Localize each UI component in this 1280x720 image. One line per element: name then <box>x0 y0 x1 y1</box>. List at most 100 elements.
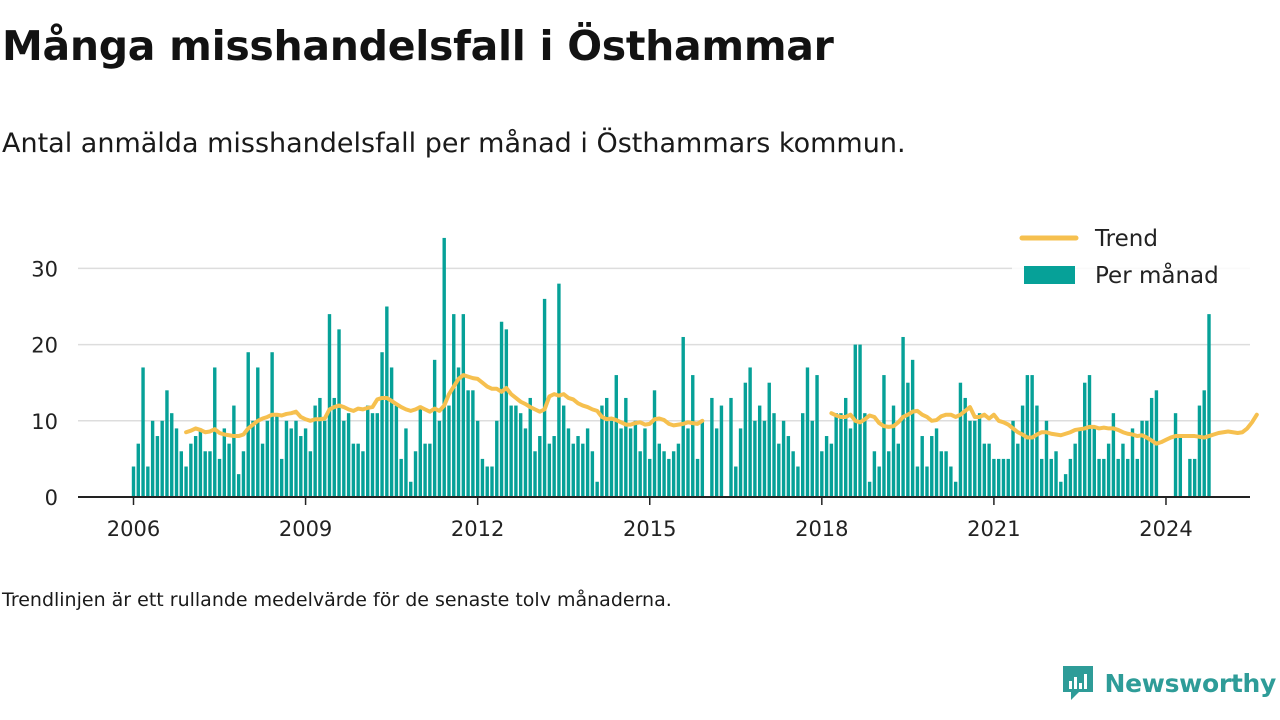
bar <box>676 443 681 497</box>
bar <box>155 436 160 497</box>
bar <box>590 451 595 497</box>
x-tick-label: 2015 <box>623 517 676 541</box>
bar <box>327 314 332 497</box>
bar <box>939 451 944 497</box>
bar <box>781 420 786 497</box>
bar <box>251 420 255 497</box>
bar <box>777 443 781 497</box>
bar <box>691 375 695 497</box>
bar <box>829 443 834 497</box>
bar <box>648 458 652 497</box>
bar <box>1173 413 1178 497</box>
newsworthy-logo: Newsworthy <box>1061 664 1277 702</box>
bar <box>1040 458 1044 497</box>
bar <box>1188 458 1192 497</box>
bar <box>562 405 566 497</box>
brand-name: Newsworthy <box>1104 668 1277 698</box>
bar <box>141 367 145 497</box>
bar <box>848 428 853 497</box>
bar <box>953 481 958 497</box>
bar <box>518 413 523 497</box>
bar <box>514 405 518 497</box>
bar <box>944 451 948 497</box>
bar <box>686 428 690 497</box>
bar <box>887 451 891 497</box>
bar <box>174 428 179 497</box>
bar <box>222 428 227 497</box>
bar <box>1054 451 1058 497</box>
bar <box>423 443 427 497</box>
bar <box>743 382 748 497</box>
bar <box>581 443 585 497</box>
bar <box>499 321 504 497</box>
bar <box>863 413 867 497</box>
bar <box>547 443 552 497</box>
bar <box>1049 458 1053 497</box>
bar <box>275 413 279 497</box>
trend-line-group <box>184 373 1259 446</box>
y-tick-labels: 0 10 20 30 <box>31 257 58 510</box>
bar <box>834 413 838 497</box>
bar <box>609 420 614 497</box>
bar <box>805 367 810 497</box>
bar <box>184 466 188 497</box>
bar <box>380 352 384 497</box>
bar <box>757 405 762 497</box>
bar <box>839 413 843 497</box>
bar <box>193 436 198 497</box>
bar <box>820 451 824 497</box>
bar <box>208 451 212 497</box>
bar <box>571 443 575 497</box>
bar <box>203 451 207 497</box>
bar <box>772 413 776 497</box>
bar <box>748 367 752 497</box>
bar <box>1087 375 1092 497</box>
bar <box>844 397 848 497</box>
legend-bar-label: Per månad <box>1095 261 1219 289</box>
bar <box>284 420 289 497</box>
bar <box>404 428 408 497</box>
bar <box>585 428 590 497</box>
bars <box>131 237 1211 498</box>
bar <box>1020 405 1025 497</box>
bar <box>361 451 365 497</box>
bar <box>179 451 183 497</box>
chart-area: 0 10 20 30 2006 2009 2012 2015 2018 2021 2024 Tre… <box>31 222 1259 541</box>
bar <box>351 443 356 497</box>
bar <box>447 405 451 497</box>
y-tick-label: 10 <box>31 410 58 434</box>
bar <box>318 397 322 497</box>
bar <box>1202 390 1206 497</box>
bar <box>1149 397 1154 497</box>
bar <box>471 390 475 497</box>
legend-trend-label: Trend <box>1094 226 1158 252</box>
bar <box>628 428 633 497</box>
bar <box>265 420 270 497</box>
bar <box>1001 458 1006 497</box>
bar <box>1126 458 1130 497</box>
legend: Trend Per månad <box>1012 222 1252 292</box>
bar <box>671 451 676 497</box>
bar <box>232 405 236 497</box>
bar <box>915 466 920 497</box>
chart-footnote: Trendlinjen är ett rullande medelvärde f… <box>2 589 672 611</box>
bar-chart-logo-icon <box>1062 666 1093 700</box>
bar <box>533 451 537 497</box>
bar <box>1063 474 1068 497</box>
bar <box>934 428 939 497</box>
chart-title: Många misshandelsfall i Östhammar <box>2 22 834 70</box>
bar <box>418 405 422 497</box>
bar <box>920 436 924 497</box>
bar <box>762 420 767 497</box>
bar <box>973 420 977 497</box>
x-tick-label: 2021 <box>967 517 1020 541</box>
bar <box>241 451 246 497</box>
bar <box>385 306 389 497</box>
bar <box>538 436 542 497</box>
bar <box>925 466 929 497</box>
bar <box>198 428 203 497</box>
bar <box>700 420 705 497</box>
bar <box>227 443 231 497</box>
bar <box>958 382 963 497</box>
y-tick-label: 0 <box>45 486 58 510</box>
